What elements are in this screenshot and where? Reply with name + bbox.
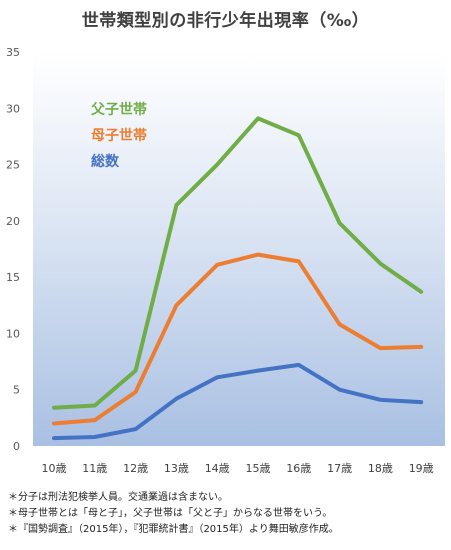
series-lines — [52, 116, 424, 441]
y-tick-label: 25 — [6, 159, 20, 172]
x-tick-label: 17歳 — [327, 462, 352, 475]
y-tick-label: 5 — [13, 384, 20, 397]
series-line — [52, 116, 424, 410]
y-tick-label: 35 — [6, 46, 20, 59]
legend-entry: 父子世帯 — [90, 101, 147, 118]
x-tick-label: 15歳 — [246, 462, 271, 475]
x-tick-label: 18歳 — [368, 462, 393, 475]
y-tick-label: 30 — [6, 102, 20, 115]
y-tick-label: 0 — [13, 440, 20, 453]
footnotes: ＊分子は刑法犯検挙人員。交通業過は含まない。 ＊母子世帯とは「母と子」，父子世帯… — [8, 490, 448, 538]
plot-area — [33, 52, 445, 446]
footnote-2: ＊母子世帯とは「母と子」，父子世帯は「父と子」からなる世帯をいう。 — [8, 508, 333, 519]
y-tick-label: 10 — [6, 327, 20, 340]
x-tick-label: 11歳 — [82, 462, 107, 475]
x-axis: 10歳 11歳 12歳 13歳 14歳 15歳 16歳 17歳 18歳 19歳 — [42, 462, 434, 475]
x-tick-label: 13歳 — [164, 462, 189, 475]
x-tick-label: 10歳 — [42, 462, 67, 475]
x-tick-label: 12歳 — [123, 462, 148, 475]
chart-title: 世帯類型別の非行少年出現率（‰） — [81, 11, 370, 31]
x-tick-label: 19歳 — [409, 462, 434, 475]
series-line — [52, 362, 424, 441]
x-tick-label: 14歳 — [205, 462, 230, 475]
series-line — [52, 252, 424, 426]
y-axis: 0 5 10 15 20 25 30 35 — [6, 46, 20, 453]
y-tick-label: 20 — [6, 215, 20, 228]
footnote-1: ＊分子は刑法犯検挙人員。交通業過は含まない。 — [8, 492, 228, 503]
x-tick-label: 16歳 — [286, 462, 311, 475]
y-tick-label: 15 — [6, 271, 20, 284]
legend-entry: 総数 — [91, 153, 120, 170]
footnote-3: ＊『国勢調査』（2015年），『犯罪統計書』（2015年）より舞田敏彦作成。 — [8, 524, 339, 535]
legend-entry: 母子世帯 — [91, 127, 147, 144]
